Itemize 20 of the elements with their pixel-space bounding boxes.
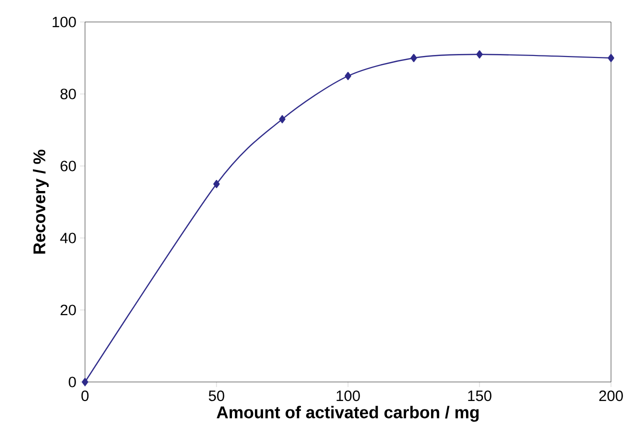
point xyxy=(410,54,417,62)
point xyxy=(344,72,352,80)
y-axis-title: Recovery / % xyxy=(32,150,49,254)
x-axis-title: Amount of activated carbon / mg xyxy=(216,406,479,422)
y-tick-label: 60 xyxy=(60,160,76,172)
x-tick-label: 150 xyxy=(468,390,492,402)
y-tick-label: 80 xyxy=(60,88,76,100)
point xyxy=(213,180,220,188)
y-tick-label: 20 xyxy=(60,304,76,316)
x-tick-label: 50 xyxy=(208,390,224,402)
x-tick-label: 200 xyxy=(599,390,623,402)
point xyxy=(279,115,286,124)
y-tick-label: 0 xyxy=(68,376,76,388)
point xyxy=(608,54,614,62)
point xyxy=(476,50,483,58)
x-tick-label: 0 xyxy=(81,390,89,402)
y-tick-label: 100 xyxy=(52,16,76,28)
point xyxy=(82,378,88,386)
y-tick-label: 40 xyxy=(60,232,76,244)
x-tick-label: 100 xyxy=(336,390,360,402)
